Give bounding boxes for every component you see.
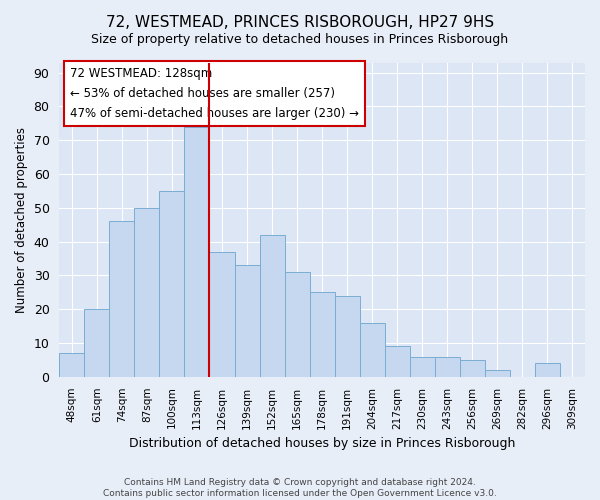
Text: Contains HM Land Registry data © Crown copyright and database right 2024.
Contai: Contains HM Land Registry data © Crown c… <box>103 478 497 498</box>
Text: 72, WESTMEAD, PRINCES RISBOROUGH, HP27 9HS: 72, WESTMEAD, PRINCES RISBOROUGH, HP27 9… <box>106 15 494 30</box>
Bar <box>410 356 435 377</box>
Bar <box>535 364 560 377</box>
Bar <box>435 356 460 377</box>
Bar <box>59 353 85 377</box>
Bar <box>160 191 184 377</box>
Bar <box>134 208 160 377</box>
Text: 72 WESTMEAD: 128sqm
← 53% of detached houses are smaller (257)
47% of semi-detac: 72 WESTMEAD: 128sqm ← 53% of detached ho… <box>70 67 359 120</box>
Bar <box>485 370 510 377</box>
Bar <box>335 296 359 377</box>
X-axis label: Distribution of detached houses by size in Princes Risborough: Distribution of detached houses by size … <box>129 437 515 450</box>
Bar <box>310 292 335 377</box>
Bar <box>260 235 284 377</box>
Bar <box>460 360 485 377</box>
Bar <box>209 252 235 377</box>
Bar <box>359 322 385 377</box>
Bar <box>184 126 209 377</box>
Y-axis label: Number of detached properties: Number of detached properties <box>15 126 28 312</box>
Bar <box>235 266 260 377</box>
Bar <box>85 309 109 377</box>
Bar <box>385 346 410 377</box>
Bar <box>284 272 310 377</box>
Bar <box>109 222 134 377</box>
Text: Size of property relative to detached houses in Princes Risborough: Size of property relative to detached ho… <box>91 32 509 46</box>
